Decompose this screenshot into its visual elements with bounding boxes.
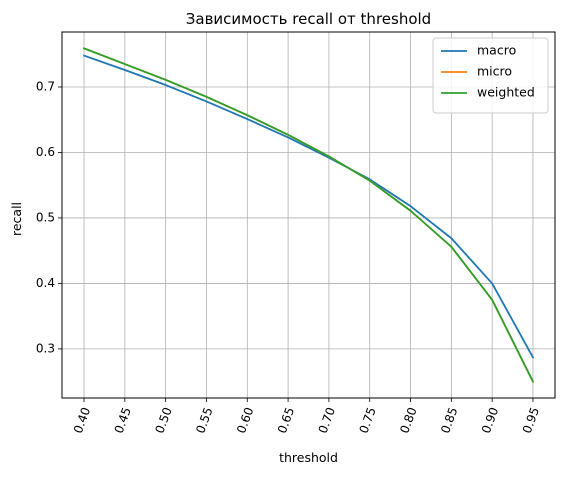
legend-label-micro: micro <box>477 64 512 79</box>
y-tick-label: 0.4 <box>36 276 55 290</box>
legend-label-macro: macro <box>477 43 516 58</box>
series-line-macro <box>82 54 535 359</box>
legend-label-weighted: weighted <box>477 85 535 100</box>
y-tick-label: 0.5 <box>36 210 55 224</box>
grid-lines <box>62 32 555 398</box>
y-tick-label: 0.7 <box>36 79 55 93</box>
y-tick-label: 0.6 <box>36 145 55 159</box>
x-axis-label: threshold <box>279 450 338 465</box>
series-lines <box>82 47 535 383</box>
plot-frame <box>61 31 556 399</box>
series-line-weighted <box>82 47 535 383</box>
legend: macro micro weighted <box>432 37 549 114</box>
chart-title: Зависимость recall от threshold <box>186 10 431 28</box>
legend-box <box>432 37 549 114</box>
y-tick-label: 0.3 <box>36 341 55 355</box>
y-axis-label: recall <box>9 202 24 236</box>
y-axis-ticks: 0.3 0.4 0.5 0.6 0.7 <box>36 79 62 355</box>
